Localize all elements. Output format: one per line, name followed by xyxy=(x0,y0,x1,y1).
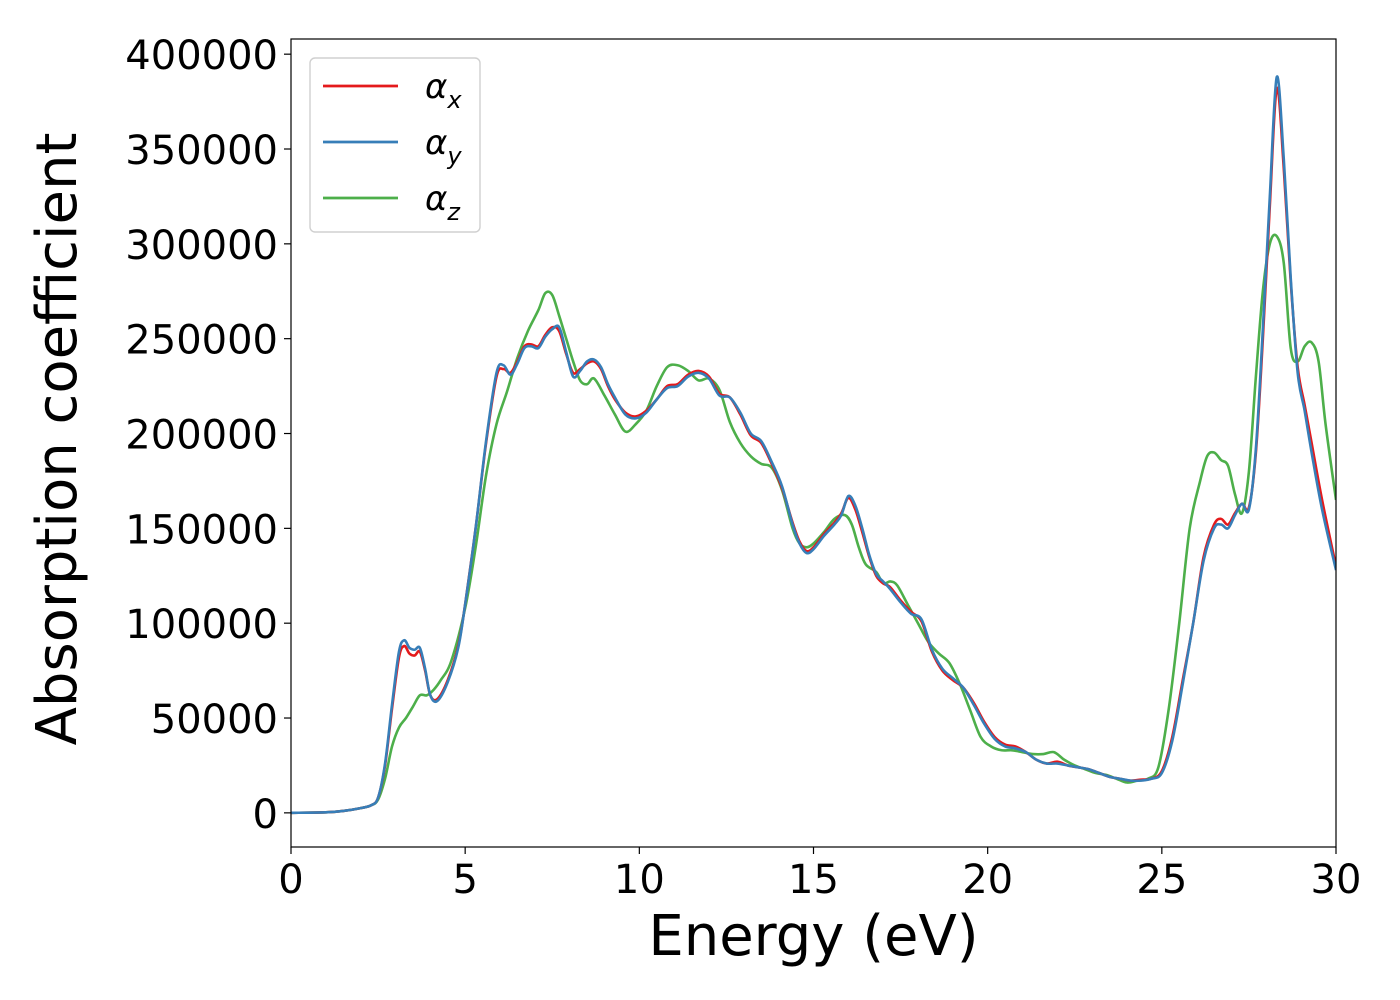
x-tick-label: 30 xyxy=(1311,857,1362,903)
legend-label-z: αz xyxy=(425,179,461,226)
y-tick-label: 0 xyxy=(253,792,278,838)
x-axis-title: Energy (eV) xyxy=(648,904,978,969)
legend-label-subscript: z xyxy=(446,198,461,226)
x-tick-label: 20 xyxy=(962,857,1013,903)
y-tick-label: 100000 xyxy=(125,602,278,648)
y-axis-title: Absorption coefficient xyxy=(25,133,90,746)
x-tick-label: 25 xyxy=(1136,857,1187,903)
y-tick-label: 50000 xyxy=(151,697,278,743)
legend-label-base: α xyxy=(425,179,447,219)
legend-label-subscript: x xyxy=(446,86,462,114)
x-tick-label: 10 xyxy=(614,857,665,903)
series-line-y xyxy=(291,75,1336,815)
legend-label-base: α xyxy=(425,67,447,107)
legend-label-subscript: y xyxy=(446,142,462,170)
x-tick-label: 15 xyxy=(788,857,839,903)
y-tick-label: 300000 xyxy=(125,223,278,269)
x-tick-label: 0 xyxy=(278,857,303,903)
y-tick-label: 350000 xyxy=(125,128,278,174)
y-tick-label: 200000 xyxy=(125,413,278,459)
x-tick-label: 5 xyxy=(452,857,477,903)
y-tick-label: 250000 xyxy=(125,318,278,364)
legend-box xyxy=(309,57,481,233)
plot-lines xyxy=(291,75,1336,815)
y-tick-label: 400000 xyxy=(125,33,278,79)
x-axis: 0 5 10 15 20 25 30 xyxy=(278,847,1361,903)
y-axis: 0 50000 100000 150000 200000 250000 300000 3500… xyxy=(125,33,291,838)
legend-label-x: αx xyxy=(425,67,462,114)
legend-label-base: α xyxy=(425,123,447,163)
legend-label-y: αy xyxy=(425,123,462,170)
y-tick-label: 150000 xyxy=(125,507,278,553)
series-line-z xyxy=(291,233,1336,815)
